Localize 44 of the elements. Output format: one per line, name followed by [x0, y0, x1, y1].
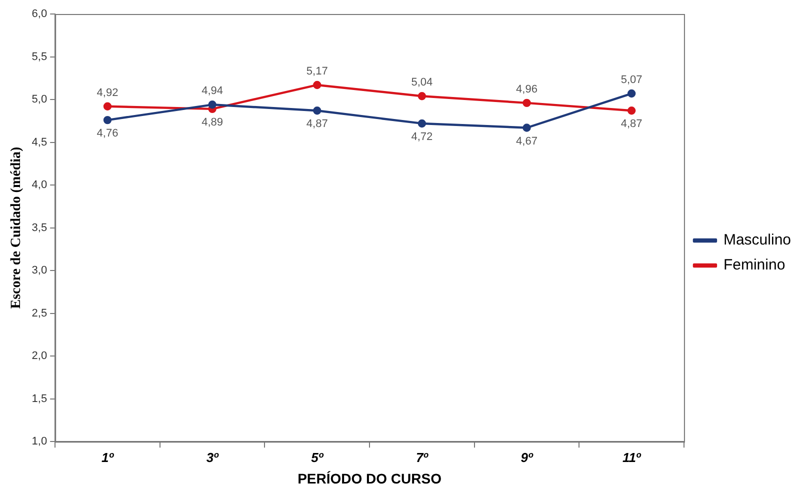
data-label: 5,07 [620, 74, 642, 86]
x-tick-label: 1º [102, 450, 115, 465]
x-tick-label: 9º [520, 450, 534, 465]
legend-label: Masculino [723, 232, 791, 249]
y-tick-label: 6,0 [32, 8, 48, 20]
point [627, 106, 636, 115]
y-axis-title: Escore de Cuidado (média) [9, 146, 24, 309]
y-tick-label: 4,5 [32, 136, 48, 148]
y-tick-label: 5,5 [32, 50, 48, 63]
point [313, 106, 322, 115]
y-tick-label: 2,5 [32, 307, 48, 320]
data-label: 4,96 [516, 83, 538, 96]
point [313, 80, 322, 90]
point [208, 100, 216, 109]
point [627, 89, 636, 98]
point [418, 119, 426, 128]
data-label: 4,67 [516, 135, 538, 148]
data-label: 4,94 [202, 85, 224, 98]
y-tick-label: 1,5 [32, 392, 48, 405]
y-tick-label: 5,0 [32, 94, 48, 106]
data-label: 4,89 [202, 116, 224, 128]
point [522, 124, 531, 132]
x-tick-label: 5º [311, 450, 324, 465]
point [522, 98, 531, 108]
x-tick-label: 11º [622, 450, 642, 465]
point [103, 116, 112, 124]
point [103, 102, 112, 110]
data-label: 4,92 [96, 86, 118, 99]
point [418, 92, 426, 100]
y-tick-label: 3,5 [32, 222, 48, 234]
y-tick-label: 4,0 [32, 179, 48, 192]
data-label: 5,04 [411, 76, 433, 89]
x-tick-label: 3º [206, 450, 220, 465]
x-tick-label: 7º [416, 450, 430, 465]
data-label: 5,17 [306, 66, 328, 78]
legend-label: Feminino [723, 256, 786, 274]
data-label: 4,76 [96, 128, 118, 140]
data-label: 4,87 [306, 118, 328, 130]
x-axis-title: PERÍODO DO CURSO [298, 470, 442, 486]
data-label: 4,87 [620, 118, 642, 130]
y-tick-label: 2,0 [32, 350, 48, 362]
y-tick-label: 3,0 [32, 264, 48, 277]
data-label: 4,72 [411, 130, 433, 143]
y-tick-label: 1,0 [32, 436, 48, 448]
